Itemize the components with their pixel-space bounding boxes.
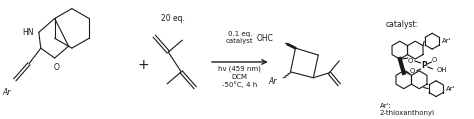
Text: O: O: [54, 63, 60, 72]
Text: +: +: [137, 58, 149, 72]
Text: 20 eq.: 20 eq.: [161, 14, 185, 23]
Text: 0.1 eq.
catalyst: 0.1 eq. catalyst: [226, 31, 254, 44]
Text: Ar': Ar': [446, 86, 456, 92]
Text: Ar': Ar': [442, 38, 452, 44]
Text: Ar':: Ar':: [380, 103, 392, 109]
Text: P: P: [422, 61, 428, 70]
Text: 2-thioxanthonyl: 2-thioxanthonyl: [380, 110, 435, 116]
Text: Ar: Ar: [2, 88, 11, 97]
Text: OH: OH: [437, 67, 447, 73]
Text: hν (459 nm)
DCM
-50°C, 4 h: hν (459 nm) DCM -50°C, 4 h: [219, 66, 261, 88]
Text: Ar: Ar: [268, 77, 277, 86]
Text: O: O: [410, 68, 415, 74]
Text: O: O: [408, 58, 413, 64]
Text: HN: HN: [22, 28, 34, 37]
Text: O: O: [432, 57, 437, 63]
Text: catalyst:: catalyst:: [386, 20, 419, 30]
Text: OHC: OHC: [257, 34, 273, 43]
